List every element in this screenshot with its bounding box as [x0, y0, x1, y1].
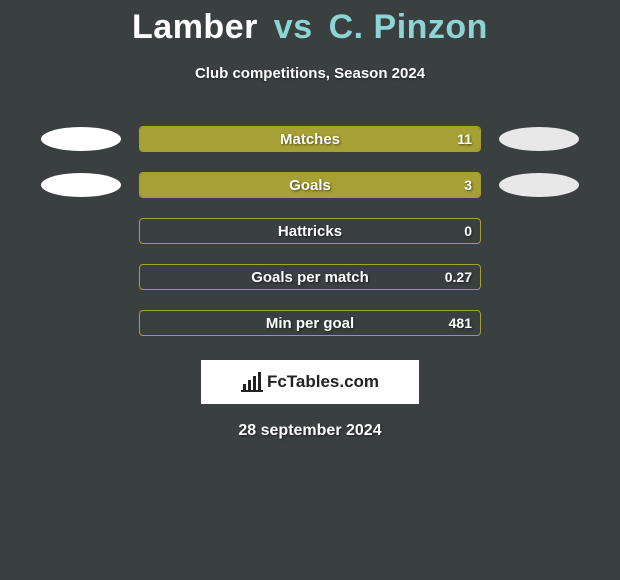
- stat-row: Hattricks0: [0, 218, 620, 244]
- stat-value: 481: [449, 311, 472, 335]
- vs-label: vs: [274, 8, 313, 46]
- player1-name: Lamber: [132, 8, 258, 46]
- stat-bar: Min per goal481: [139, 310, 481, 336]
- player2-oval: [499, 127, 579, 151]
- player1-oval: [41, 173, 121, 197]
- stat-value: 11: [457, 127, 472, 151]
- stat-bar-fill: [140, 173, 480, 197]
- stat-value: 0.27: [445, 265, 472, 289]
- stat-value: 3: [464, 173, 472, 197]
- stat-row: Goals per match0.27: [0, 264, 620, 290]
- stat-bar: Goals3: [139, 172, 481, 198]
- stat-label: Hattricks: [140, 219, 480, 243]
- player1-oval: [41, 127, 121, 151]
- bar-chart-icon: [241, 372, 263, 392]
- stat-row: Goals3: [0, 172, 620, 198]
- page-title: Lamber vs C. Pinzon: [0, 0, 620, 47]
- stat-value: 0: [464, 219, 472, 243]
- brand-text: FcTables.com: [267, 372, 379, 392]
- stat-row: Matches11: [0, 126, 620, 152]
- stat-row: Min per goal481: [0, 310, 620, 336]
- stat-label: Min per goal: [140, 311, 480, 335]
- stat-bar: Goals per match0.27: [139, 264, 481, 290]
- stats-container: Matches11 Goals3 Hattricks0 Goals per match…: [0, 126, 620, 336]
- date-label: 28 september 2024: [0, 422, 620, 440]
- stat-bar-fill: [140, 127, 480, 151]
- brand-box: FcTables.com: [201, 360, 419, 404]
- stat-label: Goals per match: [140, 265, 480, 289]
- player2-name: C. Pinzon: [329, 8, 488, 46]
- stat-bar: Matches11: [139, 126, 481, 152]
- stat-bar: Hattricks0: [139, 218, 481, 244]
- subtitle: Club competitions, Season 2024: [0, 65, 620, 82]
- player2-oval: [499, 173, 579, 197]
